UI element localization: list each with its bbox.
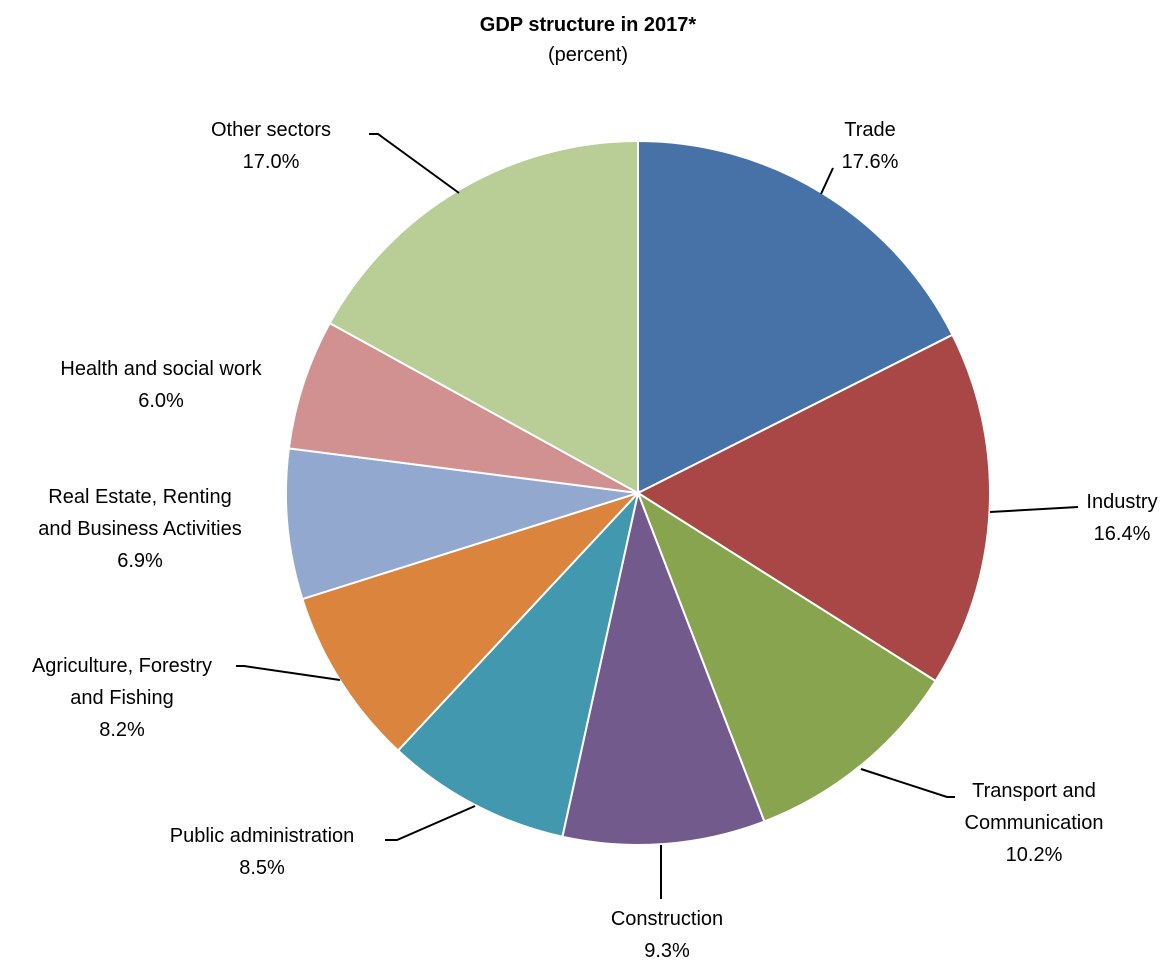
chart-subtitle: (percent) [547,44,629,66]
pie-slice-real-estate-renting-and-business-activities [285,447,639,601]
data-label-public-administration: Public administration 8.5% [170,825,355,879]
data-label-construction: Construction 9.3% [611,908,723,960]
data-label-agriculture-forestry-and-fishing: Agriculture, Forestry and Fishing 8.2% [32,655,212,741]
pie-slice-public-administration [396,489,640,838]
leader-line-transport-and-communication [860,768,955,798]
pie-slice-health-and-social-work [287,321,639,494]
leader-line-other-sectors [369,133,460,194]
pie-slice-construction [561,489,766,846]
pie-slice-other-sectors [328,139,639,495]
data-label-other-sectors: Other sectors 17.0% [211,119,331,173]
pie-slice-agriculture-forestry-and-fishing [301,490,642,752]
leader-line-trade [820,167,834,195]
data-label-health-and-social-work: Health and social work 6.0% [60,358,262,412]
data-label-trade: Trade 17.6% [842,119,899,173]
pie-slice-transport-and-communication [635,490,937,823]
leader-line-public-administration [385,805,476,841]
pie-slice-trade [637,139,954,495]
data-label-real-estate-renting-and-business-activities: Real Estate, Renting and Business Activit… [38,486,241,572]
data-label-industry: Industry 16.4% [1086,491,1157,545]
pie-slice-industry [635,333,991,683]
data-label-transport-and-communication: Transport and Communication 10.2% [965,780,1104,866]
leader-line-agriculture-forestry-and-fishing [236,665,341,681]
chart-title: GDP structure in 2017* [479,14,697,36]
leader-line-industry [989,506,1079,513]
